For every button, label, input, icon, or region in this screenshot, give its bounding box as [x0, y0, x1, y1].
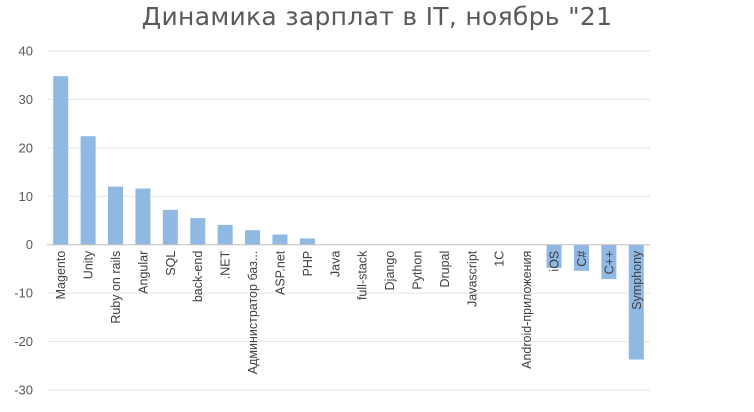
category-label: 1C: [493, 251, 507, 267]
category-label: ASP.net: [273, 250, 287, 295]
category-label: PHP: [301, 251, 315, 277]
category-label: .NET: [219, 250, 233, 279]
category-label: Unity: [82, 250, 96, 279]
y-tick-labels: 40 30 20 10 0 -10 -20 -30: [14, 44, 33, 398]
category-label: Python: [411, 251, 425, 290]
bar: [80, 136, 96, 245]
y-tick-label: 10: [19, 189, 33, 204]
y-tick-label: -30: [14, 383, 33, 398]
chart-title: Динамика зарплат в IT, ноябрь "21: [141, 2, 613, 31]
bar: [299, 238, 315, 245]
bar: [245, 230, 261, 245]
category-label: Ruby on rails: [109, 251, 123, 324]
category-label: Symphony: [630, 250, 644, 310]
bar: [135, 188, 151, 245]
y-tick-label: 40: [19, 44, 33, 59]
bar: [162, 209, 178, 245]
y-tick-label: -20: [14, 334, 33, 349]
y-tick-label: 20: [19, 140, 33, 155]
category-label: Java: [328, 251, 342, 277]
category-label: full-stack: [356, 250, 370, 300]
bar: [628, 244, 644, 360]
bar: [108, 186, 124, 245]
bar: [272, 234, 288, 245]
category-label: Magento: [54, 251, 68, 300]
bar: [573, 244, 589, 271]
bar: [190, 218, 206, 245]
bars: [53, 76, 644, 360]
category-label: SQL: [164, 251, 178, 276]
bar: [546, 244, 562, 268]
category-label: back-end: [191, 251, 205, 302]
category-label: Drupal: [438, 251, 452, 288]
category-labels: Magento Unity Ruby on rails Angular SQL back-…: [54, 250, 644, 374]
category-label: C#: [575, 251, 589, 267]
y-tick-label: 0: [26, 237, 33, 252]
y-tick-label: -10: [14, 286, 33, 301]
bar: [601, 244, 617, 280]
bar: [217, 224, 233, 245]
category-label: Администратор баз...: [246, 251, 260, 375]
category-label: Javascript: [465, 250, 479, 307]
category-label: iOS: [548, 251, 562, 272]
y-tick-label: 30: [19, 92, 33, 107]
category-label: Android-приложения: [520, 251, 534, 369]
category-label: Angular: [136, 251, 150, 294]
category-label: C++: [602, 251, 616, 275]
bar: [53, 76, 69, 245]
category-label: Django: [383, 251, 397, 291]
